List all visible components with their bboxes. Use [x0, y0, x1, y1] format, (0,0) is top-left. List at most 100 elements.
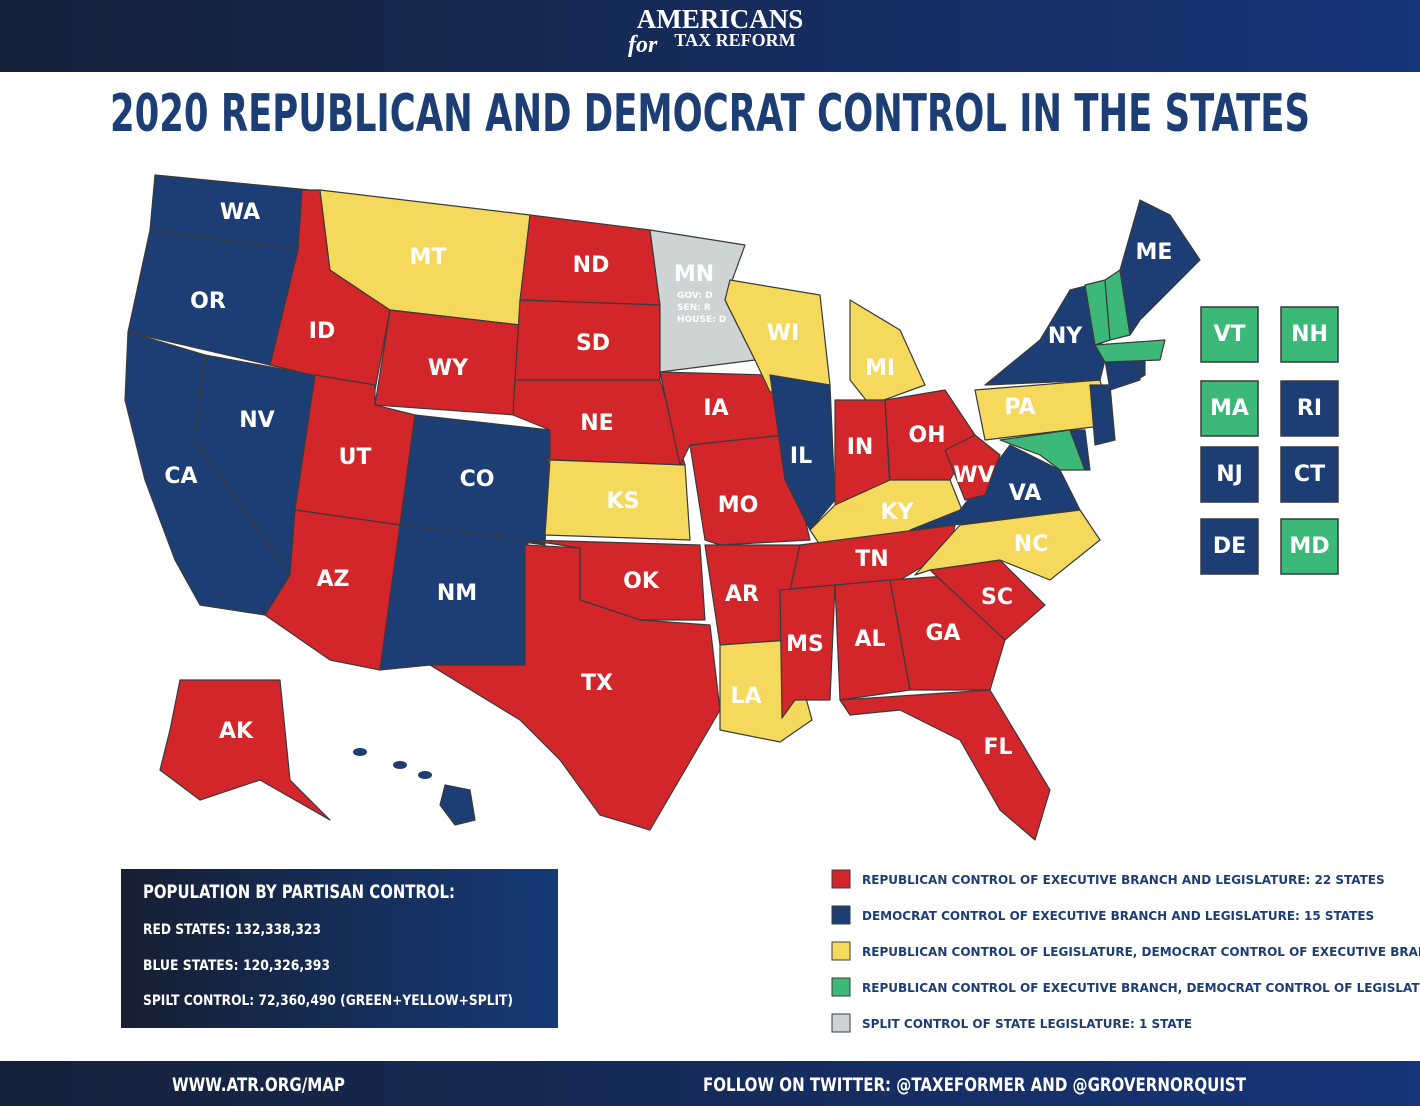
state-label: IL [790, 444, 812, 469]
state-label: ME [1136, 240, 1173, 265]
legend-text: SPLIT CONTROL OF STATE LEGISLATURE: 1 ST… [862, 1017, 1192, 1031]
legend-swatch [831, 869, 851, 889]
state-label: VA [1009, 481, 1042, 506]
state-label: FL [983, 735, 1012, 760]
state-box [1280, 306, 1339, 363]
state-label: OK [623, 569, 660, 594]
state-label: PA [1004, 395, 1035, 420]
state-label: WV [953, 463, 994, 488]
state [544, 459, 691, 541]
legend-swatch [831, 977, 851, 997]
state-label: DE [1213, 534, 1246, 559]
state-label: SD [576, 331, 610, 356]
state-label: HI [382, 783, 409, 808]
state-label: NV [239, 408, 274, 433]
footer-link[interactable]: WWW.ATR.ORG/MAP [172, 1074, 345, 1096]
state-label: LA [730, 684, 761, 709]
state-label: KS [607, 489, 640, 514]
state-label: CA [164, 464, 197, 489]
legend-text: REPUBLICAN CONTROL OF EXECUTIVE BRANCH A… [862, 873, 1385, 887]
map: WA OR CA NV ID MT WY UT CO AZ NM ND SD NE KS OK TX MN IA MO… [124, 174, 1201, 841]
state-label: TN [855, 547, 888, 572]
logo-line: TAX REFORM [674, 30, 795, 50]
state-label: SC [981, 585, 1013, 610]
logo-script: for [628, 32, 658, 58]
state-box [1200, 306, 1259, 363]
state-label: NE [580, 411, 613, 436]
state [944, 434, 1001, 501]
state [849, 299, 926, 406]
legend-swatch [831, 905, 851, 925]
state [779, 584, 836, 719]
header-bar [0, 0, 1420, 72]
state-label: WY [428, 356, 469, 381]
state-label: NM [437, 581, 477, 606]
minnesota-detail: SEN: R [677, 303, 711, 313]
legend-text: REPUBLICAN CONTROL OF LEGISLATURE, DEMOC… [862, 945, 1420, 959]
state [1094, 339, 1166, 363]
population-line: RED STATES: 132,338,323 [143, 922, 321, 938]
state-label: ID [309, 319, 335, 344]
state [999, 429, 1086, 471]
state-label: MT [410, 245, 447, 270]
state-box [1200, 518, 1259, 575]
state-label: NH [1291, 322, 1328, 347]
state-label: WA [220, 200, 260, 225]
state-label: MO [718, 493, 759, 518]
state [914, 509, 1101, 581]
state-label: AK [219, 719, 254, 744]
island [393, 761, 407, 769]
state-label: IA [703, 396, 728, 421]
state-label: KY [881, 500, 915, 525]
state-label: GA [925, 621, 960, 646]
state [1119, 199, 1201, 336]
legend: REPUBLICAN CONTROL OF EXECUTIVE BRANCH A… [831, 869, 1420, 1033]
state-label: UT [339, 445, 372, 470]
state-label: AZ [317, 567, 350, 592]
population-heading: POPULATION BY PARTISAN CONTROL: [143, 881, 455, 903]
state-label: VT [1213, 322, 1245, 347]
state [839, 689, 1051, 841]
minnesota-detail: GOV: D [677, 291, 713, 301]
state-label: MI [865, 356, 895, 381]
footer-bar [0, 1061, 1420, 1106]
state [429, 544, 721, 831]
state [909, 444, 1081, 531]
state-label: AR [725, 582, 759, 607]
state-label: TX [581, 671, 613, 696]
state-label: MA [1210, 396, 1249, 421]
state-label: OH [908, 423, 945, 448]
legend-text: DEMOCRAT CONTROL OF EXECUTIVE BRANCH AND… [862, 909, 1374, 923]
logo-line: AMERICANS [637, 4, 804, 34]
legend-text: REPUBLICAN CONTROL OF EXECUTIVE BRANCH, … [862, 981, 1420, 995]
population-line: BLUE STATES: 120,326,393 [143, 958, 330, 974]
small-state-boxes: VT NH MA RI NJ CT DE MD [1200, 306, 1339, 575]
state-label: MN [674, 262, 714, 287]
state [689, 434, 811, 546]
state-box [1200, 380, 1259, 437]
state [724, 279, 831, 393]
state-label: CT [1294, 462, 1325, 487]
state-label: NC [1014, 532, 1049, 557]
footer-twitter: FOLLOW ON TWITTER: @TAXEFORMER AND @GROV… [703, 1074, 1246, 1096]
legend-swatch [831, 941, 851, 961]
state-label: OR [190, 289, 226, 314]
state-box [1200, 446, 1259, 503]
state-label: IN [847, 435, 874, 460]
title: 2020 REPUBLICAN AND DEMOCRAT CONTROL IN … [110, 84, 1310, 144]
minnesota-detail: HOUSE: D [677, 315, 726, 325]
state-label: MS [786, 632, 824, 657]
state-box [1280, 518, 1339, 575]
state-label: ND [573, 253, 610, 278]
state-label: AL [854, 627, 885, 652]
legend-swatch [831, 1013, 851, 1033]
state-label: CO [460, 467, 495, 492]
state [1069, 429, 1091, 471]
state-box [1280, 446, 1339, 503]
state-label: WI [767, 321, 799, 346]
state [159, 679, 331, 821]
state-box [1280, 380, 1339, 437]
state [769, 374, 836, 531]
population-line: SPILT CONTROL: 72,360,490 (GREEN+YELLOW+… [143, 993, 513, 1009]
state-label: NY [1048, 324, 1083, 349]
